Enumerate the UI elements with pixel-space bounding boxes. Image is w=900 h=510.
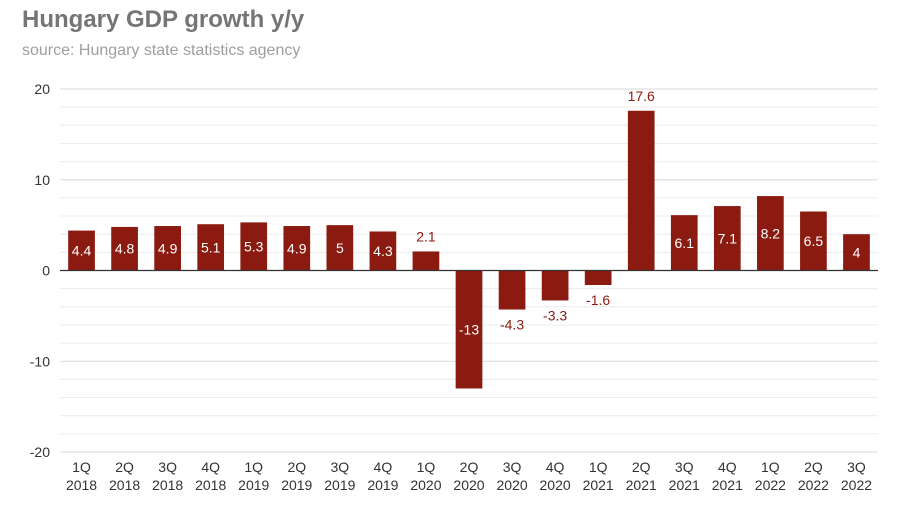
x-tick-label-year: 2021 [712, 477, 743, 493]
data-label: 7.1 [718, 230, 738, 246]
x-tick-label-quarter: 4Q [546, 459, 565, 475]
bar [541, 270, 569, 301]
x-tick-label-quarter: 4Q [718, 459, 737, 475]
data-label: 4.8 [115, 241, 135, 257]
chart-title: Hungary GDP growth y/y [22, 6, 305, 33]
x-tick-label-quarter: 2Q [115, 459, 134, 475]
bar [800, 211, 827, 271]
y-tick-label: -20 [30, 444, 50, 460]
x-tick-label-quarter: 1Q [244, 459, 263, 475]
y-tick-label: -10 [30, 353, 50, 369]
x-tick-label-quarter: 2Q [460, 459, 479, 475]
x-tick-label-year: 2022 [798, 477, 829, 493]
data-label: 5.3 [244, 238, 264, 254]
bar [498, 270, 526, 310]
x-tick-label-year: 2021 [669, 477, 700, 493]
bar [843, 234, 870, 271]
bar [369, 231, 397, 271]
x-tick-label-quarter: 4Q [201, 459, 220, 475]
data-label: 4.9 [158, 240, 178, 256]
data-label: 4.9 [287, 240, 307, 256]
x-tick-label-quarter: 2Q [804, 459, 823, 475]
bar [197, 224, 225, 271]
x-tick-label-year: 2020 [540, 477, 571, 493]
x-tick-label-quarter: 2Q [287, 459, 306, 475]
x-tick-label-year: 2018 [152, 477, 183, 493]
x-tick-label-quarter: 1Q [761, 459, 780, 475]
bar [326, 225, 354, 271]
x-tick-label-quarter: 3Q [847, 459, 866, 475]
bar [757, 196, 784, 271]
x-tick-label-year: 2018 [66, 477, 97, 493]
bar [584, 270, 612, 286]
x-tick-label-year: 2021 [583, 477, 614, 493]
data-label: -1.6 [586, 292, 610, 308]
x-tick-label-year: 2019 [367, 477, 398, 493]
x-tick-label-quarter: 3Q [503, 459, 522, 475]
x-tick-label-quarter: 1Q [417, 459, 436, 475]
x-tick-label-quarter: 3Q [330, 459, 349, 475]
y-tick-label: 20 [34, 81, 50, 97]
bar [412, 251, 440, 271]
x-tick-label-year: 2019 [281, 477, 312, 493]
y-tick-label: 0 [42, 263, 50, 279]
x-tick-label-year: 2020 [410, 477, 441, 493]
x-tick-label-quarter: 1Q [72, 459, 91, 475]
x-tick-label-quarter: 2Q [632, 459, 651, 475]
data-label: 5 [336, 240, 344, 256]
bar [240, 222, 268, 271]
data-label: -3.3 [543, 307, 567, 323]
bar [68, 230, 95, 271]
data-label: 6.5 [804, 233, 824, 249]
x-tick-label-year: 2018 [109, 477, 140, 493]
data-label: -4.3 [500, 317, 524, 333]
bar [154, 226, 181, 271]
bar [713, 206, 741, 271]
x-tick-label-year: 2020 [453, 477, 484, 493]
bar [627, 110, 655, 271]
data-label: 5.1 [201, 239, 221, 255]
data-label: 4 [853, 244, 861, 260]
bar [455, 270, 483, 389]
data-label: 4.4 [72, 243, 92, 259]
data-label: 2.1 [416, 228, 436, 244]
bar [670, 215, 698, 271]
x-tick-label-quarter: 3Q [675, 459, 694, 475]
bar [111, 226, 138, 271]
chart-subtitle: source: Hungary state statistics agency [22, 42, 301, 59]
y-tick-label: 10 [34, 172, 50, 188]
x-tick-label-quarter: 1Q [589, 459, 608, 475]
data-label: -13 [459, 321, 479, 337]
data-label: 17.6 [628, 88, 655, 104]
data-label: 8.2 [761, 225, 781, 241]
x-tick-label-quarter: 4Q [374, 459, 393, 475]
x-tick-label-quarter: 3Q [158, 459, 177, 475]
x-tick-label-year: 2022 [841, 477, 872, 493]
bar [283, 226, 311, 271]
data-label: 4.3 [373, 243, 393, 259]
x-tick-label-year: 2022 [755, 477, 786, 493]
x-tick-label-year: 2018 [195, 477, 226, 493]
data-label: 6.1 [675, 235, 695, 251]
x-tick-label-year: 2021 [626, 477, 657, 493]
x-tick-label-year: 2019 [324, 477, 355, 493]
x-tick-label-year: 2019 [238, 477, 269, 493]
x-tick-label-year: 2020 [496, 477, 527, 493]
